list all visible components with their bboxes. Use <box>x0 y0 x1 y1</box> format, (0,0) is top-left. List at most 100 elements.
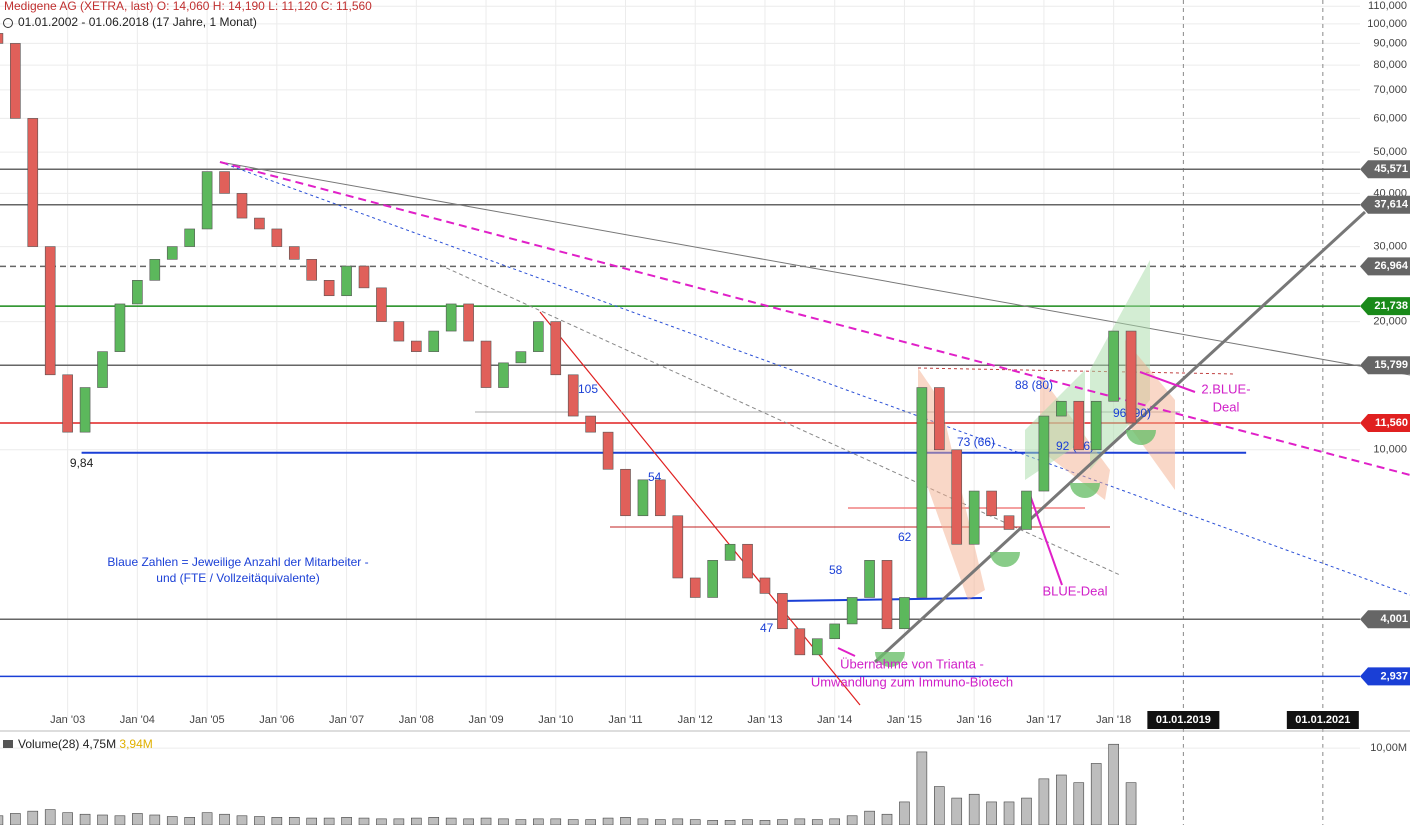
annotation: 2.BLUE- <box>1201 381 1250 396</box>
annotation: 88 (80) <box>1015 378 1053 392</box>
x-tick-label: Jan '13 <box>747 714 782 726</box>
candle <box>1073 400 1085 451</box>
volume-bar <box>1003 801 1015 825</box>
trendline <box>439 264 1121 576</box>
candle <box>428 330 440 352</box>
volume-bar <box>97 814 108 825</box>
candle <box>742 543 753 579</box>
candle <box>707 560 718 598</box>
level-label: 45,571 <box>1374 163 1408 175</box>
volume-bar <box>254 816 265 825</box>
candle <box>1108 330 1119 402</box>
candle <box>393 321 405 342</box>
candle <box>934 387 945 451</box>
high: H: 14,190 <box>213 0 265 13</box>
level-tag <box>1360 160 1410 179</box>
y-tick-label: 60,000 <box>1373 112 1407 124</box>
level-tag <box>1360 413 1410 432</box>
candle <box>846 597 858 625</box>
candle <box>1021 490 1032 530</box>
header: Medigene AG (XETRA, last) O: 14,060 H: 1… <box>4 0 372 13</box>
annotation: 73 (66) <box>957 435 995 449</box>
x-tick-label: Jan '04 <box>120 714 155 726</box>
volume-bar <box>411 817 422 825</box>
candle <box>219 171 230 194</box>
candle <box>899 597 910 630</box>
volume-bar <box>742 819 753 825</box>
candle <box>463 303 474 342</box>
y-tick-label: 20,000 <box>1373 315 1407 327</box>
y-tick-label: 70,000 <box>1373 84 1407 96</box>
x-tick-label: Jan '10 <box>538 714 573 726</box>
candle <box>498 362 509 388</box>
level-label: 2,937 <box>1380 670 1408 682</box>
date-range: 01.01.2002 - 01.06.2018 (17 Jahre, 1 Mon… <box>18 15 257 29</box>
x-tick-label: Jan '09 <box>468 714 503 726</box>
annotation: 58 <box>829 563 843 577</box>
candle <box>620 468 631 517</box>
x-tick-label: Jan '06 <box>259 714 294 726</box>
volume-bar <box>219 813 230 825</box>
trendline <box>917 367 1236 375</box>
volume-bar <box>550 818 562 825</box>
volume-value: 4,75M <box>83 737 116 751</box>
trendline <box>539 311 861 706</box>
volume-bar <box>1073 782 1085 825</box>
support-label: 9,84 <box>70 456 94 470</box>
volume-bar <box>637 818 649 825</box>
y-tick-label: 100,000 <box>1367 18 1407 30</box>
x-tick-label: Jan '15 <box>887 714 922 726</box>
x-tick-label: Jan '14 <box>817 714 852 726</box>
level-tag <box>1360 610 1410 629</box>
annotations: 105 54 62 58 47 73 (66) 88 (80) 92 (86) … <box>107 378 1250 689</box>
candle <box>881 560 893 630</box>
x-tick-label: Jan '18 <box>1096 714 1131 726</box>
candle <box>411 340 422 352</box>
y-tick-label: 30,000 <box>1373 240 1407 252</box>
date-marker-label: 01.01.2021 <box>1295 714 1350 726</box>
volume-ma: 3,94M <box>119 737 152 751</box>
volume-bar <box>794 818 806 825</box>
volume-bar <box>62 812 73 825</box>
volume-bar <box>620 817 631 825</box>
volume-bar <box>515 819 527 825</box>
candle <box>480 340 492 388</box>
volume-bar <box>916 751 928 825</box>
annotation: und (FTE / Vollzeitäquivalente) <box>156 571 319 585</box>
y-tick-label: 10,000 <box>1373 444 1407 456</box>
candle <box>550 321 562 376</box>
candle <box>27 118 39 247</box>
trendline <box>1029 494 1063 586</box>
candle <box>132 280 143 305</box>
close: C: 11,560 <box>321 0 372 13</box>
date-marker-label: 01.01.2019 <box>1156 714 1211 726</box>
level-tag <box>1360 667 1410 686</box>
volume-bar <box>951 797 963 825</box>
candle <box>1038 415 1050 492</box>
volume-bar <box>864 810 875 825</box>
candle <box>951 449 963 545</box>
candle <box>114 303 126 352</box>
candle <box>201 171 213 230</box>
level-tag <box>1360 297 1410 316</box>
annotation: 105 <box>578 382 598 396</box>
x-tick-label: Jan '03 <box>50 714 85 726</box>
arc <box>875 652 905 667</box>
volume-bar <box>376 818 387 825</box>
volume-bar <box>707 820 718 825</box>
candle <box>567 374 579 417</box>
candle <box>916 387 928 598</box>
y-tick-label: 80,000 <box>1373 59 1407 71</box>
volume-bar <box>132 813 143 825</box>
volume-bar <box>1038 778 1050 825</box>
volume-icon <box>3 740 13 748</box>
volume-bar <box>689 819 701 825</box>
annotation: BLUE-Deal <box>1042 583 1107 598</box>
candle <box>689 577 701 598</box>
arc <box>990 552 1020 567</box>
candle <box>655 479 666 517</box>
candle <box>184 228 195 247</box>
volume-bar <box>881 813 893 825</box>
volume-bar <box>358 817 370 825</box>
